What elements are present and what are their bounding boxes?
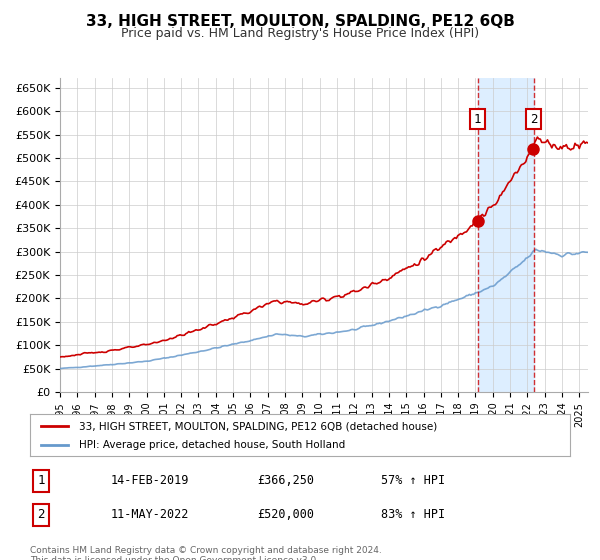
Text: 14-FEB-2019: 14-FEB-2019 [111,474,190,487]
Text: £520,000: £520,000 [257,508,314,521]
Text: 57% ↑ HPI: 57% ↑ HPI [381,474,445,487]
Bar [478,78,533,392]
Text: Contains HM Land Registry data © Crown copyright and database right 2024.
This d: Contains HM Land Registry data © Crown c… [30,546,382,560]
Text: HPI: Average price, detached house, South Holland: HPI: Average price, detached house, Sout… [79,440,345,450]
Text: 11-MAY-2022: 11-MAY-2022 [111,508,190,521]
Text: 1: 1 [474,113,481,125]
Text: Price paid vs. HM Land Registry's House Price Index (HPI): Price paid vs. HM Land Registry's House … [121,27,479,40]
Text: 83% ↑ HPI: 83% ↑ HPI [381,508,445,521]
Text: £366,250: £366,250 [257,474,314,487]
Text: 33, HIGH STREET, MOULTON, SPALDING, PE12 6QB: 33, HIGH STREET, MOULTON, SPALDING, PE12… [86,14,514,29]
Text: 2: 2 [37,508,44,521]
Text: 2: 2 [530,113,538,125]
Text: 33, HIGH STREET, MOULTON, SPALDING, PE12 6QB (detached house): 33, HIGH STREET, MOULTON, SPALDING, PE12… [79,421,437,431]
Text: 1: 1 [37,474,44,487]
